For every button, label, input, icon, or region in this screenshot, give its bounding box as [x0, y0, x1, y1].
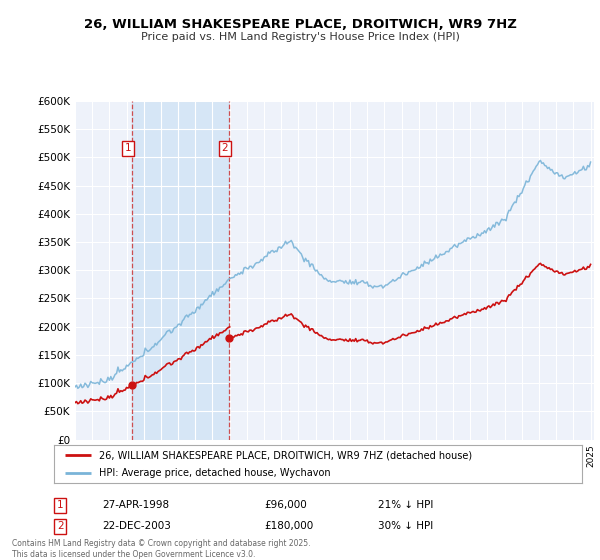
Text: £96,000: £96,000 [264, 500, 307, 510]
Text: 30% ↓ HPI: 30% ↓ HPI [378, 521, 433, 531]
Text: Contains HM Land Registry data © Crown copyright and database right 2025.
This d: Contains HM Land Registry data © Crown c… [12, 539, 311, 559]
Text: 26, WILLIAM SHAKESPEARE PLACE, DROITWICH, WR9 7HZ (detached house): 26, WILLIAM SHAKESPEARE PLACE, DROITWICH… [99, 450, 472, 460]
Text: 1: 1 [57, 500, 64, 510]
Text: 22-DEC-2003: 22-DEC-2003 [102, 521, 171, 531]
Text: £180,000: £180,000 [264, 521, 313, 531]
Text: 21% ↓ HPI: 21% ↓ HPI [378, 500, 433, 510]
Text: 2: 2 [57, 521, 64, 531]
Text: Price paid vs. HM Land Registry's House Price Index (HPI): Price paid vs. HM Land Registry's House … [140, 32, 460, 43]
Text: 26, WILLIAM SHAKESPEARE PLACE, DROITWICH, WR9 7HZ: 26, WILLIAM SHAKESPEARE PLACE, DROITWICH… [83, 18, 517, 31]
Text: HPI: Average price, detached house, Wychavon: HPI: Average price, detached house, Wych… [99, 468, 331, 478]
Text: 2: 2 [221, 143, 228, 153]
Bar [132, 101, 229, 440]
Text: 27-APR-1998: 27-APR-1998 [102, 500, 169, 510]
Text: 1: 1 [124, 143, 131, 153]
